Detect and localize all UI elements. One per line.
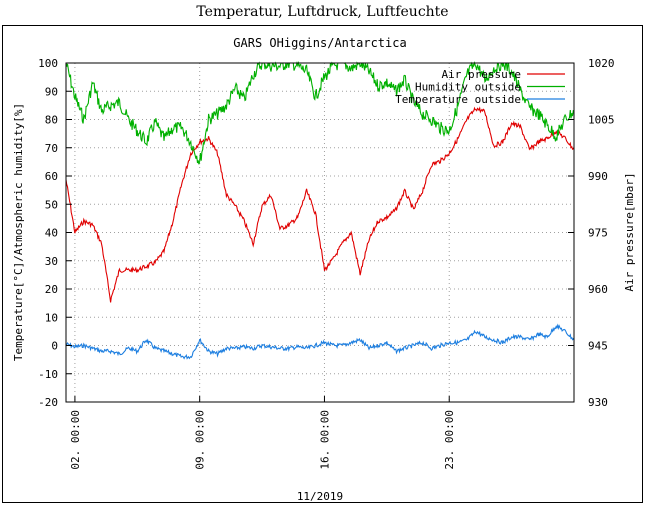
y-tick-label-left: 40 — [45, 227, 58, 240]
axis-ticks: -20-100102030405060708090100930945960975… — [38, 57, 614, 470]
x-tick-label: 16. 00:00 — [318, 410, 331, 470]
legend-label-temperature-outside: Temperature outside — [395, 93, 521, 106]
y-tick-label-left: 60 — [45, 170, 58, 183]
y-axis-label-left: Temperature[°C]/Atmospheric humidity[%] — [12, 103, 25, 361]
chart-title: GARS OHiggins/Antarctica — [233, 36, 406, 50]
y-tick-label-left: 70 — [45, 142, 58, 155]
legend-label-humidity-outside: Humidity outside — [415, 81, 521, 94]
y-tick-label-left: 0 — [51, 340, 58, 353]
y-tick-label-left: 90 — [45, 85, 58, 98]
x-tick-label: 02. 00:00 — [69, 410, 82, 470]
y-tick-label-right: 1005 — [588, 114, 615, 127]
series-line-temperature-outside — [66, 325, 574, 358]
y-tick-label-right: 960 — [588, 283, 608, 296]
y-tick-label-left: 80 — [45, 114, 58, 127]
x-tick-label: 09. 00:00 — [194, 410, 207, 470]
y-tick-label-left: 20 — [45, 283, 58, 296]
series-layer — [66, 63, 574, 358]
x-tick-label: 23. 00:00 — [443, 410, 456, 470]
y-tick-label-left: 100 — [38, 57, 58, 70]
y-axis-label-right: Air pressure[mbar] — [623, 172, 636, 291]
y-tick-label-left: 50 — [45, 198, 58, 211]
y-tick-label-right: 990 — [588, 170, 608, 183]
y-tick-label-left: -10 — [38, 368, 58, 381]
x-axis-label: 11/2019 — [297, 490, 343, 503]
y-tick-label-right: 975 — [588, 227, 608, 240]
y-tick-label-left: 30 — [45, 255, 58, 268]
y-tick-label-right: 930 — [588, 396, 608, 409]
grid — [66, 63, 574, 402]
y-tick-label-right: 945 — [588, 340, 608, 353]
y-tick-label-left: -20 — [38, 396, 58, 409]
y-tick-label-right: 1020 — [588, 57, 615, 70]
legend-label-air-pressure: Air pressure — [442, 68, 521, 81]
y-tick-label-left: 10 — [45, 311, 58, 324]
